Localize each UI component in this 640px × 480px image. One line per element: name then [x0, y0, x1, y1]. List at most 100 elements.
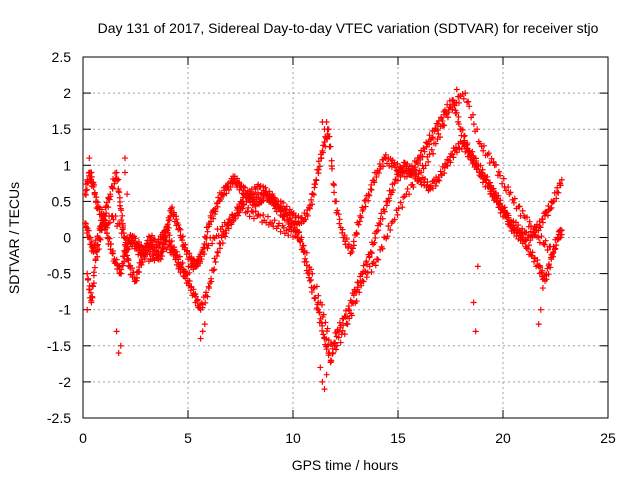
data-point-marker — [536, 239, 543, 246]
data-point-marker — [211, 266, 218, 273]
data-point-marker — [422, 162, 429, 169]
data-point-marker — [363, 274, 370, 281]
data-point-marker — [113, 169, 120, 176]
data-point-marker — [473, 157, 480, 164]
data-point-marker — [505, 214, 512, 221]
data-point-marker — [133, 242, 140, 249]
data-point-marker — [557, 234, 564, 241]
data-point-marker — [465, 147, 472, 154]
y-tick-label: -0.5 — [47, 266, 71, 282]
data-point-marker — [86, 286, 93, 293]
data-point-marker — [206, 285, 212, 292]
data-point-marker — [557, 182, 564, 189]
data-point-marker — [324, 325, 331, 332]
data-point-marker — [447, 159, 454, 166]
data-point-marker — [182, 241, 189, 248]
data-point-marker — [445, 109, 452, 116]
data-point-marker — [124, 252, 131, 259]
data-point-marker — [439, 117, 446, 124]
data-point-marker — [283, 203, 290, 210]
data-point-marker — [94, 241, 101, 248]
data-point-marker — [88, 238, 95, 245]
data-point-marker — [102, 226, 109, 233]
data-point-marker — [159, 244, 166, 251]
data-point-marker — [546, 261, 553, 268]
data-point-marker — [236, 186, 243, 193]
data-point-marker — [544, 212, 551, 219]
data-point-marker — [494, 195, 501, 202]
data-point-marker — [537, 224, 544, 231]
data-point-marker — [455, 113, 462, 120]
data-point-marker — [88, 299, 95, 306]
data-point-marker — [535, 234, 542, 241]
data-point-marker — [313, 283, 320, 290]
data-point-marker — [336, 319, 343, 326]
data-point-marker — [321, 386, 328, 393]
data-point-marker — [105, 220, 112, 227]
data-point-marker — [375, 256, 382, 263]
data-point-marker — [116, 202, 123, 209]
data-point-marker — [346, 307, 353, 314]
data-point-marker — [323, 335, 330, 342]
data-point-marker — [319, 322, 326, 329]
data-point-marker — [372, 234, 379, 241]
data-point-marker — [148, 232, 155, 239]
data-point-marker — [307, 266, 314, 273]
data-point-marker — [507, 189, 514, 196]
data-point-marker — [149, 244, 156, 251]
data-point-marker — [115, 350, 122, 357]
data-point-marker — [466, 103, 473, 110]
data-point-marker — [316, 163, 323, 170]
data-point-marker — [503, 187, 510, 194]
data-point-marker — [215, 249, 222, 256]
data-point-marker — [211, 211, 218, 218]
y-tick-label: 2 — [63, 85, 71, 101]
data-point-marker — [190, 266, 197, 273]
data-point-marker — [524, 214, 531, 221]
data-point-marker — [310, 191, 317, 198]
data-point-marker — [115, 185, 122, 192]
data-point-marker — [129, 265, 136, 272]
data-point-marker — [469, 111, 476, 118]
data-point-marker — [381, 208, 388, 215]
data-point-marker — [97, 236, 104, 243]
data-point-marker — [186, 277, 193, 284]
data-point-marker — [219, 223, 226, 230]
data-point-marker — [441, 170, 448, 177]
data-point-marker — [516, 203, 523, 210]
data-point-marker — [85, 275, 92, 282]
x-tick-labels: 0 5 10 15 20 25 — [79, 430, 616, 446]
data-point-marker — [359, 277, 366, 284]
data-point-marker — [124, 246, 131, 253]
data-point-marker — [341, 331, 348, 338]
data-point-marker — [320, 331, 327, 338]
data-point-marker — [179, 259, 186, 266]
data-point-marker — [166, 232, 173, 239]
data-point-marker — [420, 165, 427, 172]
data-point-marker — [281, 230, 288, 237]
data-point-marker — [535, 227, 542, 234]
data-point-marker — [176, 253, 183, 260]
data-point-marker — [118, 270, 125, 277]
data-point-marker — [397, 163, 404, 170]
data-point-marker — [455, 93, 462, 100]
data-point-marker — [214, 203, 221, 210]
x-tick-label: 0 — [79, 430, 87, 446]
data-point-marker — [116, 221, 123, 228]
y-tick-label: -2.5 — [47, 410, 71, 426]
data-point-marker — [164, 221, 171, 228]
data-point-marker — [235, 212, 242, 219]
data-point-marker — [246, 213, 253, 220]
data-points — [82, 86, 565, 393]
data-point-marker — [380, 163, 387, 170]
data-point-marker — [550, 248, 557, 255]
data-point-marker — [280, 213, 287, 220]
data-point-marker — [98, 227, 105, 234]
data-point-marker — [426, 141, 433, 148]
data-point-marker — [361, 268, 368, 275]
data-point-marker — [203, 289, 210, 296]
data-point-marker — [371, 239, 378, 246]
data-point-marker — [280, 199, 287, 206]
data-point-marker — [353, 231, 360, 238]
data-point-marker — [312, 181, 319, 188]
